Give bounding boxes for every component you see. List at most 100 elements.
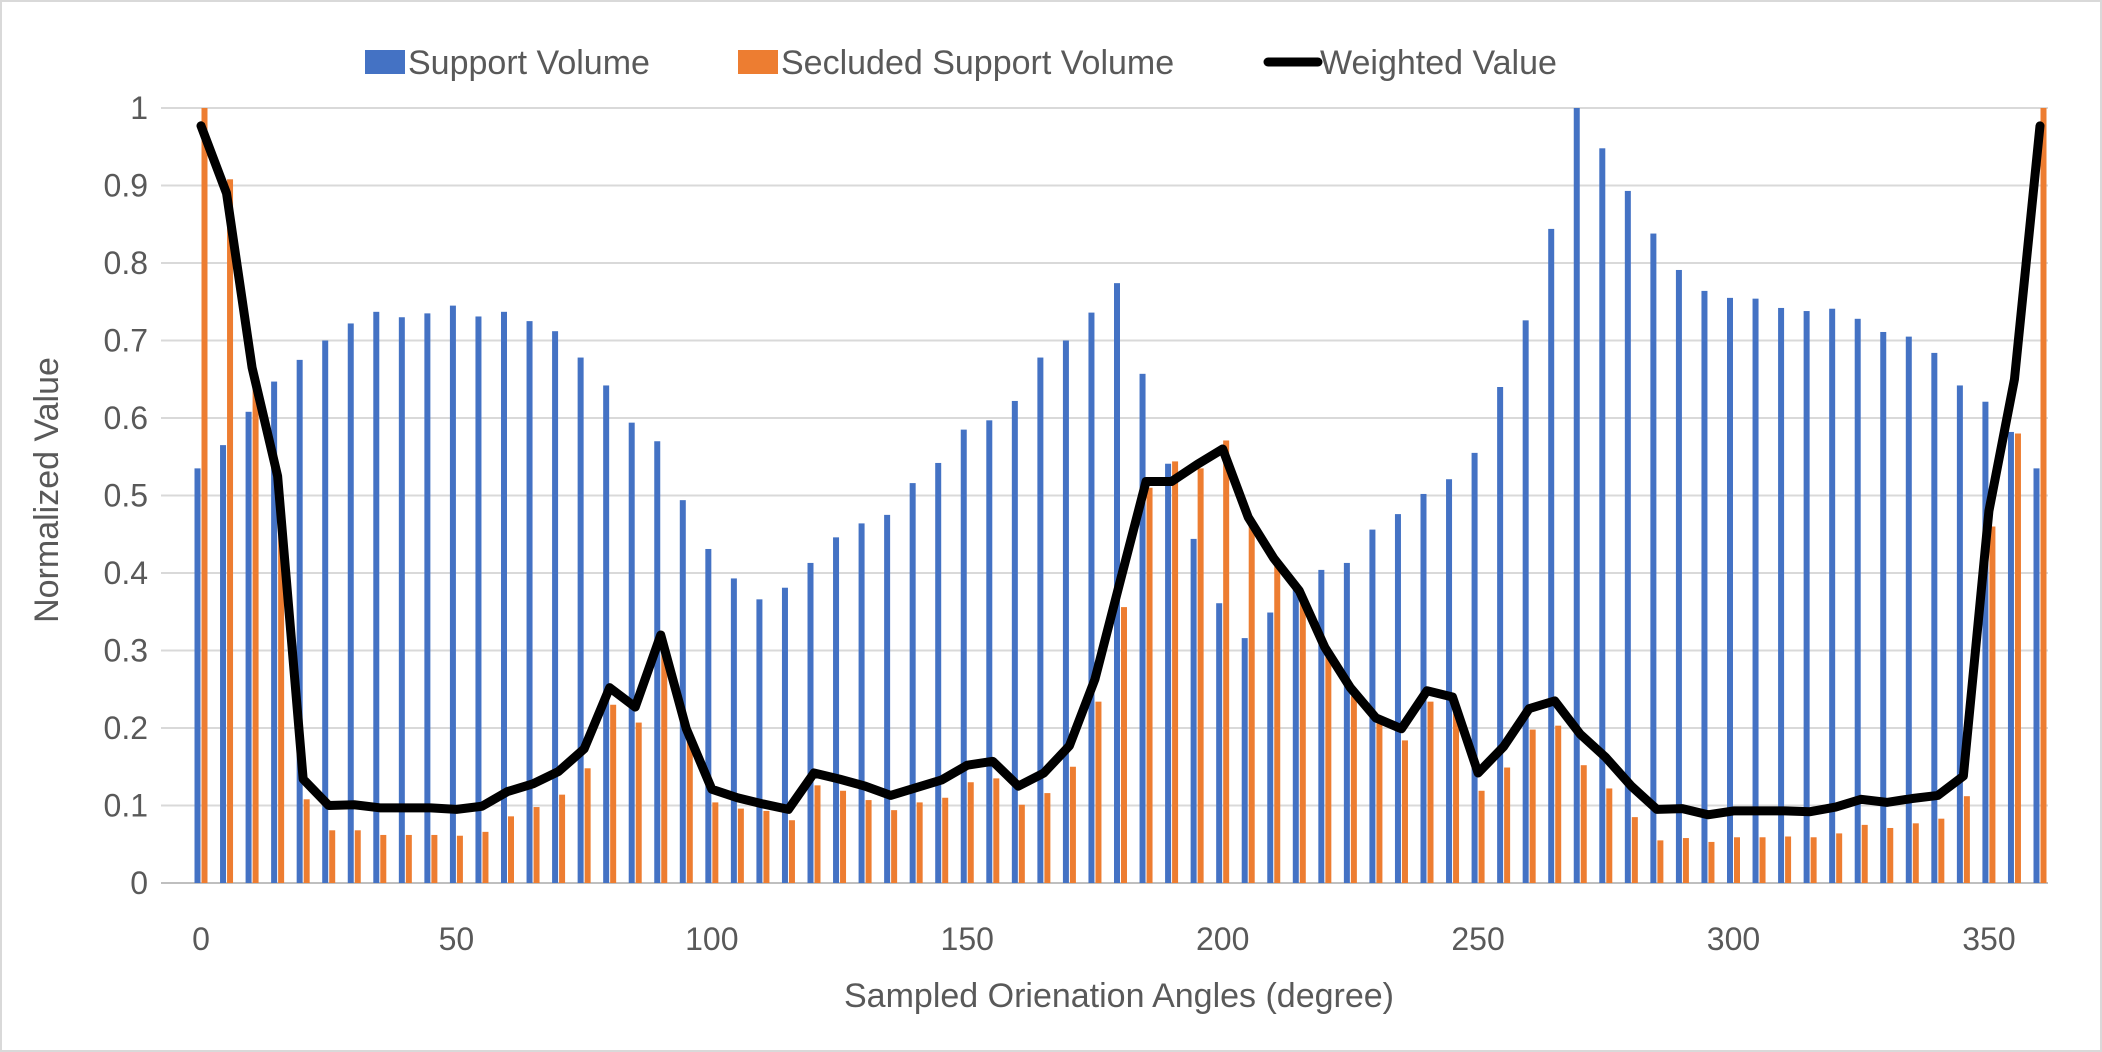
x-tick-label: 350	[1962, 921, 2015, 957]
support-volume-bar	[373, 311, 380, 883]
secluded-support-volume-bar	[1606, 788, 1613, 883]
support-volume-bar	[705, 548, 712, 883]
secluded-support-volume-bar	[278, 534, 285, 883]
support-volume-bar	[449, 305, 456, 883]
support-volume-bar	[807, 562, 814, 883]
secluded-support-volume-bar	[1810, 837, 1817, 883]
secluded-support-volume-bar	[1504, 767, 1511, 883]
support-volume-bar	[730, 578, 737, 883]
support-volume-bar	[220, 445, 227, 883]
y-tick-label: 0.1	[104, 788, 148, 824]
secluded-support-volume-bar	[1657, 840, 1664, 883]
secluded-support-volume-bar	[1836, 833, 1843, 883]
secluded-support-volume-bar	[1044, 793, 1051, 883]
support-volume-bar	[1369, 529, 1376, 883]
secluded-support-volume-bar	[1529, 729, 1536, 883]
line-group	[196, 121, 2045, 820]
secluded-support-volume-bar	[942, 797, 949, 883]
y-tick-label: 0.9	[104, 168, 148, 204]
x-tick-label: 300	[1707, 921, 1760, 957]
support-volume-bar	[1292, 584, 1299, 883]
support-volume-bar	[245, 411, 252, 883]
secluded-support-volume-bar	[380, 834, 387, 883]
support-volume-bar	[1701, 290, 1708, 883]
secluded-support-volume-bar	[1223, 440, 1230, 883]
support-volume-bar	[1471, 452, 1478, 883]
support-volume-bar	[1216, 603, 1223, 883]
support-volume-bar	[1624, 190, 1631, 884]
support-volume-bar	[398, 317, 405, 883]
secluded-support-volume-bar	[482, 831, 489, 883]
x-tick-label: 50	[439, 921, 475, 957]
secluded-support-volume-bar	[1682, 838, 1689, 883]
secluded-support-volume-bar	[967, 782, 974, 883]
support-volume-bar	[935, 462, 942, 883]
secluded-support-volume-bar	[1785, 836, 1792, 883]
secluded-support-volume-bar	[1963, 796, 1970, 883]
secluded-support-volume-bar	[1376, 723, 1383, 883]
support-volume-bar	[501, 311, 507, 883]
legend-item: Secluded Support Volume	[738, 44, 1174, 82]
support-volume-bar	[1394, 514, 1401, 883]
support-volume-bar	[679, 500, 686, 883]
support-volume-bar	[781, 587, 788, 883]
secluded-support-volume-bar	[303, 799, 310, 883]
support-volume-bar	[1905, 336, 1912, 883]
support-volume-bar	[1522, 320, 1529, 884]
secluded-support-volume-bar	[1274, 563, 1281, 883]
support-volume-bar	[2007, 431, 2014, 883]
secluded-support-volume-bar	[635, 722, 642, 883]
support-volume-bar	[1727, 297, 1733, 883]
secluded-support-volume-bar	[1427, 701, 1434, 883]
support-volume-bar	[960, 429, 967, 883]
support-volume-bar	[756, 599, 763, 883]
secluded-support-volume-bar	[1989, 526, 1996, 883]
support-volume-bar	[1088, 312, 1095, 884]
support-volume-bar	[424, 313, 431, 883]
secluded-support-volume-bar	[763, 810, 770, 883]
secluded-support-volume-bar	[610, 704, 617, 883]
support-volume-bar	[1650, 233, 1657, 884]
secluded-support-volume-bar	[252, 387, 259, 883]
x-tick-label: 100	[685, 921, 738, 957]
secluded-support-volume-bar	[1018, 804, 1025, 883]
secluded-support-volume-bar	[2040, 108, 2047, 883]
support-volume-bar	[194, 468, 201, 883]
y-tick-label: 0.7	[104, 323, 148, 359]
secluded-support-volume-bar	[1887, 827, 1894, 883]
y-tick-label: 0.8	[104, 245, 148, 281]
legend-label: Weighted Value	[1320, 44, 1557, 82]
legend-swatch-secluded-support-volume	[738, 50, 778, 74]
legend: Support Volume Secluded Support Volume Wei…	[365, 44, 1557, 82]
support-volume-bar	[1318, 569, 1325, 883]
support-volume-bar	[1956, 385, 1963, 883]
secluded-support-volume-bar	[1580, 765, 1587, 883]
secluded-support-volume-bar	[737, 808, 744, 883]
support-volume-bar	[986, 420, 993, 883]
support-volume-bar	[296, 359, 303, 883]
legend-label: Support Volume	[408, 44, 650, 82]
secluded-support-volume-bar	[814, 785, 821, 883]
support-volume-bar	[1752, 298, 1759, 883]
support-volume-bar	[1343, 562, 1350, 883]
x-tick-labels: 0 50 100 150 200 250 300 350	[192, 921, 2016, 957]
secluded-support-volume-bar	[1146, 487, 1153, 883]
secluded-support-volume-bar	[1095, 701, 1102, 883]
x-tick-label: 250	[1451, 921, 1504, 957]
support-volume-bar	[1190, 538, 1197, 883]
support-volume-bar	[1829, 308, 1836, 884]
secluded-support-volume-bar	[1478, 790, 1485, 883]
support-volume-bar	[475, 316, 482, 884]
support-volume-bar	[1803, 311, 1810, 883]
secluded-support-volume-bar	[584, 768, 591, 883]
secluded-support-volume-bar	[1912, 823, 1919, 883]
secluded-support-volume-bar	[559, 794, 566, 883]
secluded-support-volume-bar	[916, 802, 923, 883]
y-tick-label: 0.6	[104, 400, 148, 436]
secluded-support-volume-bar	[891, 810, 898, 883]
y-axis-title: Normalized Value	[28, 357, 66, 623]
support-volume-bar	[1037, 357, 1044, 883]
support-volume-bar	[833, 537, 840, 883]
secluded-support-volume-bar	[1555, 725, 1562, 883]
